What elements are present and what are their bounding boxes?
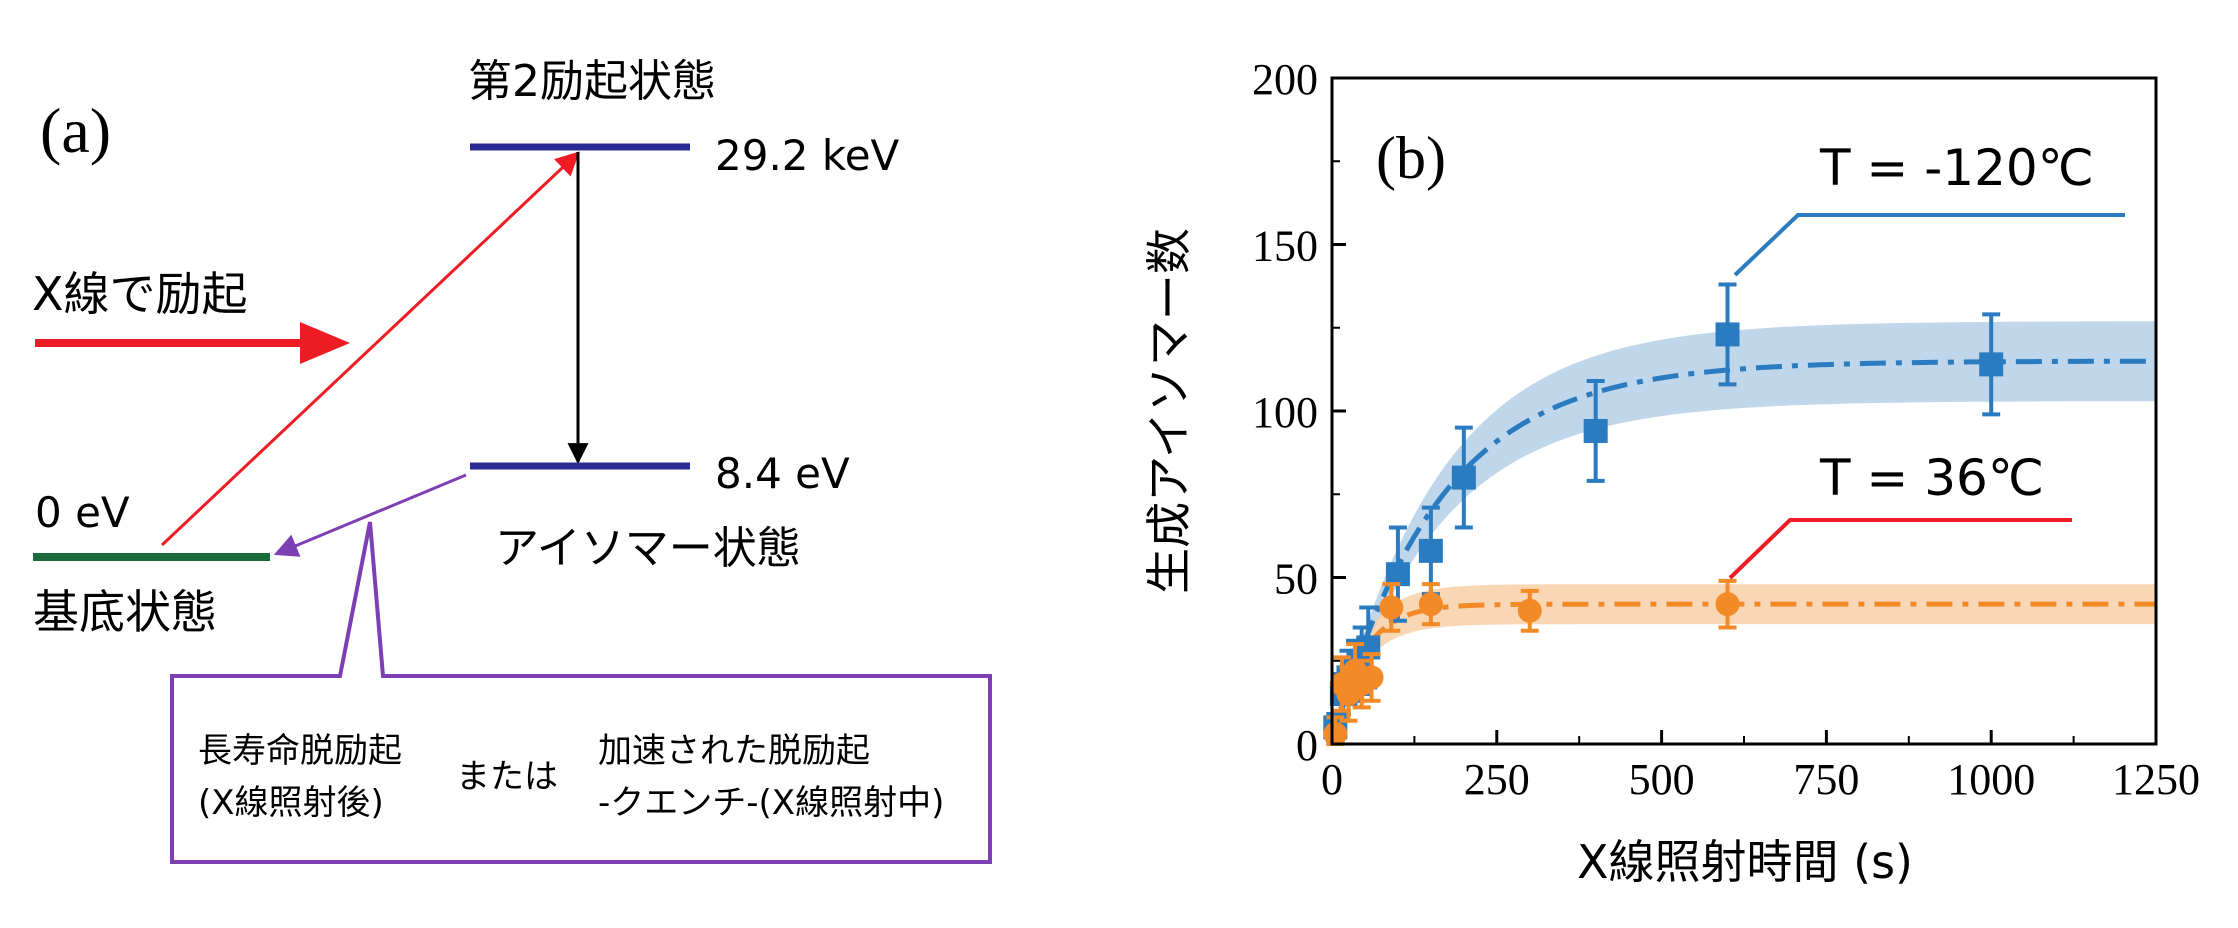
y-tick-label: 0 xyxy=(1296,721,1318,770)
data-point-square xyxy=(1418,538,1443,563)
x-tick-label: 1000 xyxy=(1947,755,2035,804)
accelerated-deexcitation-line1: 加速された脱励起 xyxy=(598,731,870,771)
isomer-state-label: アイソマー状態 xyxy=(495,523,801,574)
confidence-band-0 xyxy=(1332,321,2156,744)
y-tick-label: 200 xyxy=(1252,55,1318,104)
accelerated-deexcitation-line2: -クエンチ-(X線照射中) xyxy=(598,783,944,823)
panel-a: (a) 第2励起状態 29.2 keV X線で励起 8.4 eV アイソマー状態… xyxy=(32,56,992,864)
x-tick-label: 750 xyxy=(1793,755,1859,804)
fit-curves xyxy=(1332,358,2156,744)
y-tick-label: 100 xyxy=(1252,388,1318,437)
y-axis-ticks: 0 50 100 150 200 xyxy=(1252,55,1346,770)
excitation-transition-arrow xyxy=(160,151,580,547)
fit-curve-1 xyxy=(1332,601,2156,744)
panel-a-label: (a) xyxy=(40,95,111,166)
x-tick-label: 0 xyxy=(1321,755,1343,804)
confidence-bands xyxy=(1332,321,2156,744)
second-excited-energy: 29.2 keV xyxy=(715,131,900,180)
x-tick-label: 500 xyxy=(1629,755,1695,804)
data-points xyxy=(1323,282,2004,747)
series-leader-cold xyxy=(1733,213,2125,277)
ground-energy: 0 eV xyxy=(35,488,130,537)
y-tick-label: 150 xyxy=(1252,222,1318,271)
or-label: または xyxy=(456,757,558,797)
data-point-circle xyxy=(1517,598,1542,623)
data-point-circle xyxy=(1323,722,1348,747)
data-point-circle xyxy=(1418,592,1443,617)
confidence-band-1 xyxy=(1332,584,2156,744)
x-axis-ticks: 0 250 500 750 1000 1250 xyxy=(1321,730,2200,804)
panel-b-label: (b) xyxy=(1376,125,1446,191)
x-axis-label: X線照射時間 (s) xyxy=(1577,835,1913,889)
data-point-circle xyxy=(1359,665,1384,690)
x-tick-label: 1250 xyxy=(2112,755,2200,804)
fit-curve-0 xyxy=(1332,358,2156,744)
x-tick-label: 250 xyxy=(1464,755,1530,804)
data-point-circle xyxy=(1379,595,1404,620)
data-point-square xyxy=(1451,465,1476,490)
isomer-energy: 8.4 eV xyxy=(715,449,850,498)
panel-b: 0 250 500 750 1000 1250 0 50 100 150 200 (b) T = … xyxy=(1142,55,2200,889)
series-leader-warm xyxy=(1728,518,2072,580)
second-excited-state-label: 第2励起状態 xyxy=(468,56,716,107)
xray-excitation-arrow xyxy=(35,322,350,364)
long-life-deexcitation-line1: 長寿命脱励起 xyxy=(198,731,402,771)
data-point-square xyxy=(1583,418,1608,443)
ground-state-label: 基底状態 xyxy=(33,585,217,639)
data-point-square xyxy=(1979,352,2004,377)
series-label-cold: T = -120℃ xyxy=(1819,139,2094,197)
long-life-deexcitation-line2: (X線照射後) xyxy=(198,783,384,823)
y-axis-label: 生成アイソマー数 xyxy=(1142,228,1196,594)
deexcitation-arrow xyxy=(273,473,467,557)
data-point-square xyxy=(1715,322,1740,347)
data-point-circle xyxy=(1715,592,1740,617)
xray-excitation-label: X線で励起 xyxy=(32,267,248,321)
series-label-warm: T = 36℃ xyxy=(1819,449,2044,507)
y-tick-label: 50 xyxy=(1274,555,1318,604)
deexcitation-callout-box xyxy=(170,521,992,864)
